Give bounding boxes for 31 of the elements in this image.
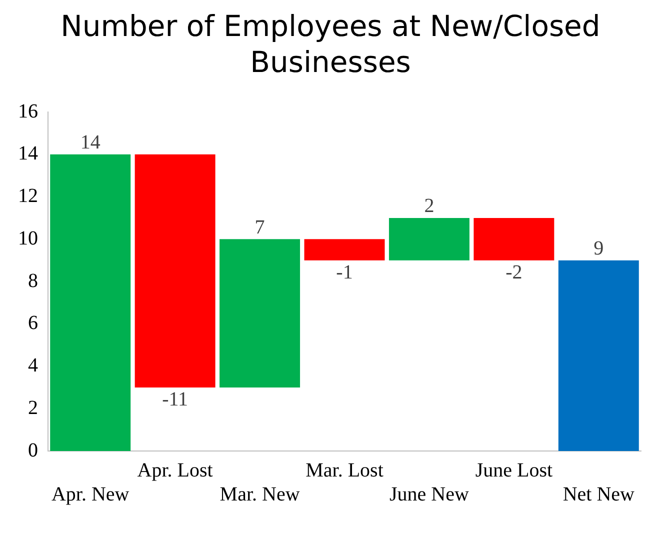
bar (50, 154, 131, 451)
x-tick-label: Net New (562, 483, 636, 506)
data-label: -1 (336, 262, 353, 284)
x-tick-label: Apr. Lost (137, 459, 214, 482)
data-label: 2 (424, 195, 434, 218)
y-tick-label: 10 (18, 227, 38, 250)
data-label: -2 (506, 262, 522, 284)
bar (474, 218, 554, 260)
chart-title: Number of Employees at New/Closed Businesses (60, 8, 602, 80)
y-tick-label: 16 (18, 100, 38, 122)
data-label: 9 (594, 238, 604, 260)
y-tick-label: 0 (28, 439, 38, 462)
y-tick-label: 4 (28, 354, 38, 376)
x-tick-label: June Lost (475, 459, 553, 482)
bar (388, 218, 470, 260)
y-tick-label: 2 (28, 396, 38, 419)
y-tick-label: 14 (18, 142, 38, 165)
data-label: -11 (162, 388, 188, 411)
data-label: 14 (80, 132, 100, 154)
x-tick-label: June New (389, 483, 470, 506)
x-tick-label: Mar. Lost (306, 459, 384, 482)
bar (558, 260, 639, 451)
y-tick-label: 8 (28, 270, 38, 292)
y-tick-label: 6 (28, 312, 38, 334)
bar (220, 239, 300, 388)
bar (304, 239, 385, 260)
data-label: 7 (254, 216, 265, 238)
x-tick-label: Mar. New (220, 483, 300, 506)
y-tick-label: 12 (18, 185, 38, 207)
bar (134, 154, 216, 388)
x-tick-label: Apr. New (51, 483, 130, 506)
